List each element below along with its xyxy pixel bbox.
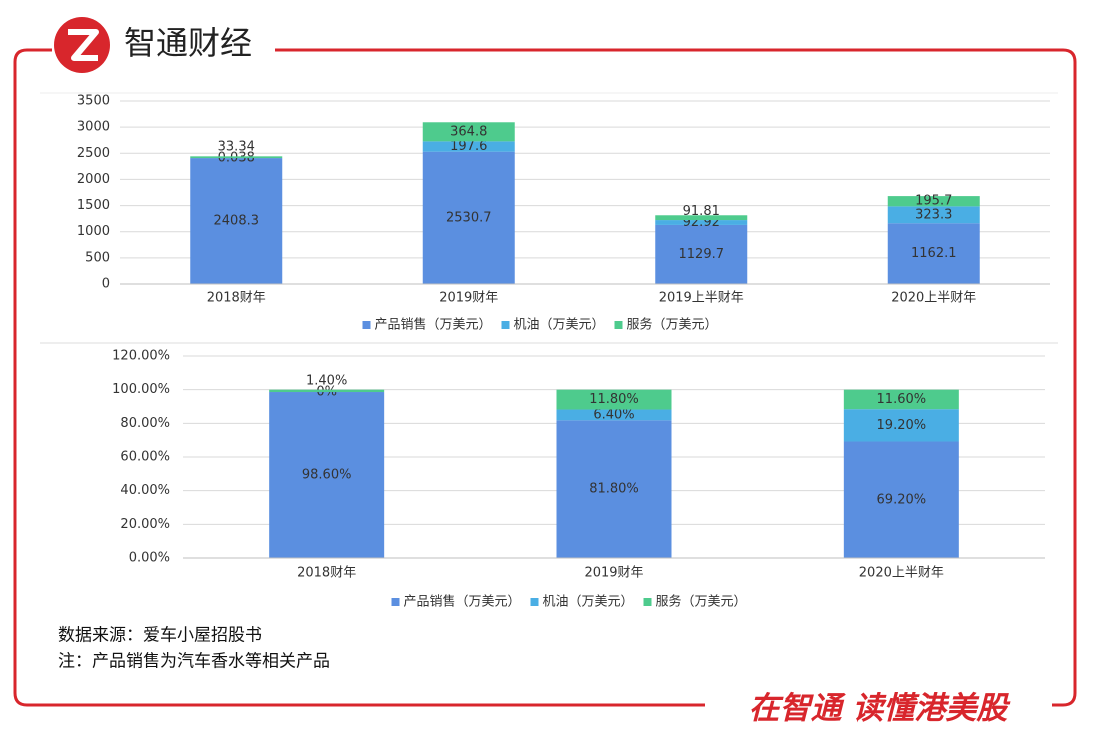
- y-tick-label: 0.00%: [129, 551, 170, 566]
- x-tick-label: 2019财年: [584, 566, 643, 581]
- data-label: 11.60%: [877, 392, 927, 407]
- legend-label: 机油（万美元）: [514, 318, 605, 333]
- y-tick-label: 80.00%: [120, 416, 170, 431]
- data-label: 1.40%: [306, 374, 347, 389]
- note: 注：产品销售为汽车香水等相关产品: [58, 652, 330, 672]
- data-label: 19.20%: [877, 418, 927, 433]
- legend-swatch: [502, 321, 510, 329]
- data-label: 81.80%: [589, 482, 639, 497]
- legend-swatch: [644, 598, 652, 606]
- data-label: 33.34: [218, 140, 255, 155]
- y-tick-label: 100.00%: [112, 382, 170, 397]
- x-tick-label: 2019上半财年: [659, 291, 744, 306]
- y-tick-label: 500: [85, 250, 110, 265]
- data-label: 1162.1: [911, 246, 957, 261]
- slogan: 在智通 读懂港美股: [749, 691, 1012, 727]
- legend-label: 产品销售（万美元）: [404, 594, 521, 610]
- y-tick-label: 1500: [77, 198, 110, 213]
- legend-label: 服务（万美元）: [656, 594, 747, 610]
- note: 数据来源：爱车小屋招股书: [58, 626, 262, 646]
- y-tick-label: 20.00%: [120, 517, 170, 532]
- legend-label: 机油（万美元）: [543, 595, 634, 610]
- data-label: 11.80%: [589, 392, 639, 407]
- x-tick-label: 2018财年: [297, 566, 356, 581]
- legend-swatch: [392, 598, 400, 606]
- x-tick-label: 2020上半财年: [859, 566, 944, 581]
- data-label: 195.7: [915, 194, 952, 209]
- y-tick-label: 40.00%: [120, 483, 170, 498]
- y-tick-label: 1000: [77, 224, 110, 239]
- data-label: 6.40%: [593, 407, 634, 422]
- y-tick-label: 120.00%: [112, 349, 170, 364]
- data-label: 98.60%: [302, 468, 352, 483]
- x-tick-label: 2020上半财年: [891, 291, 976, 306]
- legend-swatch: [531, 598, 539, 606]
- x-tick-label: 2018财年: [207, 291, 266, 306]
- data-label: 91.81: [683, 204, 720, 219]
- data-label: 2408.3: [214, 214, 260, 229]
- data-label: 364.8: [450, 124, 487, 139]
- y-tick-label: 2000: [77, 172, 110, 187]
- y-tick-label: 3000: [77, 120, 110, 135]
- legend-label: 产品销售（万美元）: [375, 317, 492, 333]
- bar-segment: [269, 390, 384, 392]
- legend-swatch: [363, 321, 371, 329]
- data-label: 69.20%: [877, 492, 927, 507]
- data-label: 323.3: [915, 207, 952, 222]
- y-tick-label: 0: [102, 277, 110, 292]
- bar-segment: [190, 156, 282, 158]
- y-tick-label: 60.00%: [120, 450, 170, 465]
- brand: 智通财经: [124, 24, 252, 62]
- legend-swatch: [615, 321, 623, 329]
- y-tick-label: 2500: [77, 146, 110, 161]
- legend-label: 服务（万美元）: [627, 317, 718, 333]
- data-label: 2530.7: [446, 210, 492, 225]
- x-tick-label: 2019财年: [439, 291, 498, 306]
- y-tick-label: 3500: [77, 94, 110, 109]
- data-label: 1129.7: [679, 247, 725, 262]
